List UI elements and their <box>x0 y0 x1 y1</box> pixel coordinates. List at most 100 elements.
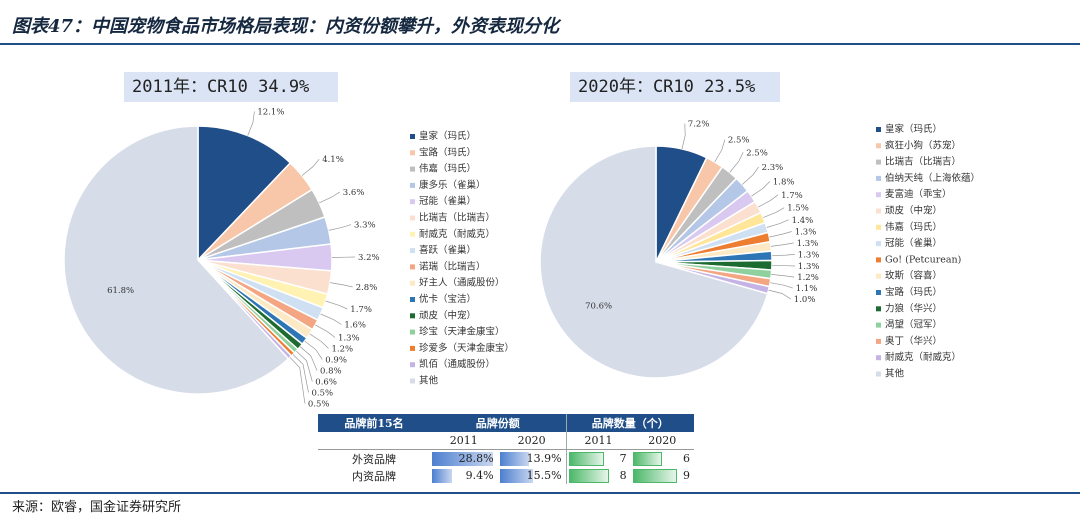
leader-line <box>769 231 792 238</box>
legend-swatch <box>410 231 415 237</box>
legend-label: 好主人（通威股份） <box>419 277 505 289</box>
year-label: 2011 <box>565 432 631 450</box>
pie-2011-title: 2011年：CR10 34.9% <box>124 72 338 102</box>
legend-swatch <box>876 322 881 328</box>
legend-label: 宝路（玛氏） <box>419 146 476 158</box>
pie-slice <box>63 125 290 395</box>
leader-line <box>751 181 771 197</box>
legend-label: 宝路（玛氏） <box>885 286 942 298</box>
page-title: 图表47：中国宠物食品市场格局表现：内资份额攀升，外资表现分化 <box>12 16 560 37</box>
legend-label: 渴望（冠军） <box>885 319 942 331</box>
slice-data-label: 0.8% <box>320 367 342 377</box>
pie-charts-area: 12.1%4.1%3.6%3.3%3.2%2.8%1.7%1.6%1.3%1.2… <box>63 107 980 410</box>
slice-data-label: 1.2% <box>797 273 819 283</box>
legend-swatch <box>876 159 881 165</box>
slice-data-label: 1.7% <box>781 191 803 201</box>
share-bar <box>499 468 533 483</box>
slice-data-label: 0.6% <box>315 378 337 388</box>
share-bar <box>499 451 530 466</box>
leader-line <box>771 264 795 267</box>
leader-line <box>729 152 744 173</box>
slice-data-label: 2.5% <box>746 148 768 158</box>
leader-line <box>330 282 353 288</box>
year-label: 2020 <box>497 432 567 450</box>
legend-swatch <box>410 199 415 205</box>
legend-swatch <box>876 290 881 295</box>
slice-data-label: 1.5% <box>787 204 809 214</box>
legend-swatch <box>410 329 415 335</box>
summary-row-domestic: 内资品牌 9.4% 15.5% 8 9 <box>318 467 694 484</box>
leader-line <box>325 300 348 310</box>
slice-data-label: 61.8% <box>107 286 134 296</box>
legend-label: 伟嘉（玛氏） <box>885 221 942 233</box>
row-label: 内资品牌 <box>352 469 396 483</box>
legend-label: 其他 <box>419 375 439 387</box>
legend-swatch <box>876 371 881 377</box>
slice-data-label: 2.8% <box>356 283 378 293</box>
legend-swatch <box>876 208 881 214</box>
legend-swatch <box>876 127 881 132</box>
leader-line <box>681 123 686 150</box>
share-bar <box>432 451 494 466</box>
legend-label: 比瑞吉（比瑞吉） <box>419 212 495 224</box>
slice-data-label: 1.3% <box>797 239 819 249</box>
legend-swatch <box>410 182 415 188</box>
legend-label: 奥丁（华兴） <box>885 335 942 347</box>
share-cell: 28.8% <box>432 451 496 466</box>
legend-swatch <box>876 338 881 344</box>
count-cell: 6 <box>632 451 692 466</box>
legend-label: 伯纳天纯（上海依蕴） <box>885 172 980 184</box>
pie-slice <box>197 125 292 262</box>
year-label: 2011 <box>430 432 498 450</box>
leader-line <box>770 242 794 247</box>
legend-swatch <box>876 241 881 247</box>
leader-line <box>309 333 329 349</box>
year-label: 2020 <box>630 432 694 450</box>
legend-label: 耐威克（耐威克） <box>885 351 961 363</box>
leader-line <box>301 158 320 176</box>
count-bar <box>632 468 678 483</box>
slice-data-label: 4.1% <box>322 155 344 165</box>
leader-line <box>771 254 795 257</box>
count-cell: 9 <box>632 468 692 483</box>
legend-swatch <box>876 192 881 198</box>
legend-swatch <box>876 224 881 230</box>
leader-line <box>315 324 336 338</box>
summary-header-count: 品牌数量（个） <box>565 414 694 432</box>
legend-swatch <box>410 215 415 221</box>
leader-line <box>289 357 306 404</box>
leader-line <box>320 313 342 325</box>
leader-line <box>763 207 785 218</box>
legend-label: 顽皮（中宠） <box>419 309 476 321</box>
slice-data-label: 1.0% <box>794 295 816 305</box>
slice-data-label: 1.7% <box>350 305 372 315</box>
legend-label: 伟嘉（玛氏） <box>419 163 476 175</box>
source-note: 来源：欧睿，国金证券研究所 <box>12 500 182 515</box>
slice-data-label: 7.2% <box>688 120 710 130</box>
legend-label: 皇家（玛氏） <box>885 123 942 135</box>
summary-header-row: 品牌前15名 品牌份额 品牌数量（个） <box>318 414 694 432</box>
slice-data-label: 1.8% <box>773 177 795 187</box>
slice-data-label: 2.5% <box>728 136 750 146</box>
slice-data-label: 1.3% <box>795 228 817 238</box>
pie-slice <box>539 145 769 379</box>
summary-table: 品牌前15名 品牌份额 品牌数量（个） 2011 2020 2011 2020 … <box>318 414 694 484</box>
legend-swatch <box>410 150 415 156</box>
pie-2011: 12.1% 4.1% 3.6% 3.3% 3.2% 2.8% 1.7% 1.6% 1.3%1.2… <box>63 107 380 410</box>
share-cell: 13.9% <box>499 451 564 466</box>
legend-label: 其他 <box>885 368 905 380</box>
share-cell: 15.5% <box>499 468 564 483</box>
share-cell: 9.4% <box>432 468 496 483</box>
slice-data-label: 3.3% <box>354 221 376 231</box>
row-label: 外资品牌 <box>352 452 396 466</box>
legend-label: 诺瑞（比瑞吉） <box>419 260 486 272</box>
legend-2011: 皇家（玛氏） 宝路（玛氏） 伟嘉（玛氏） 康多乐（雀巢） 冠能（雀巢） 比瑞吉（比瑞吉） 耐… <box>410 130 514 387</box>
legend-label: 麦富迪（乖宝） <box>885 188 952 200</box>
leader-line <box>758 194 779 208</box>
leader-line <box>768 289 791 300</box>
leader-line <box>331 256 356 258</box>
slice-data-label: 1.6% <box>344 321 366 331</box>
leader-line <box>771 274 795 278</box>
legend-swatch <box>410 345 415 351</box>
count-bar <box>632 451 663 466</box>
